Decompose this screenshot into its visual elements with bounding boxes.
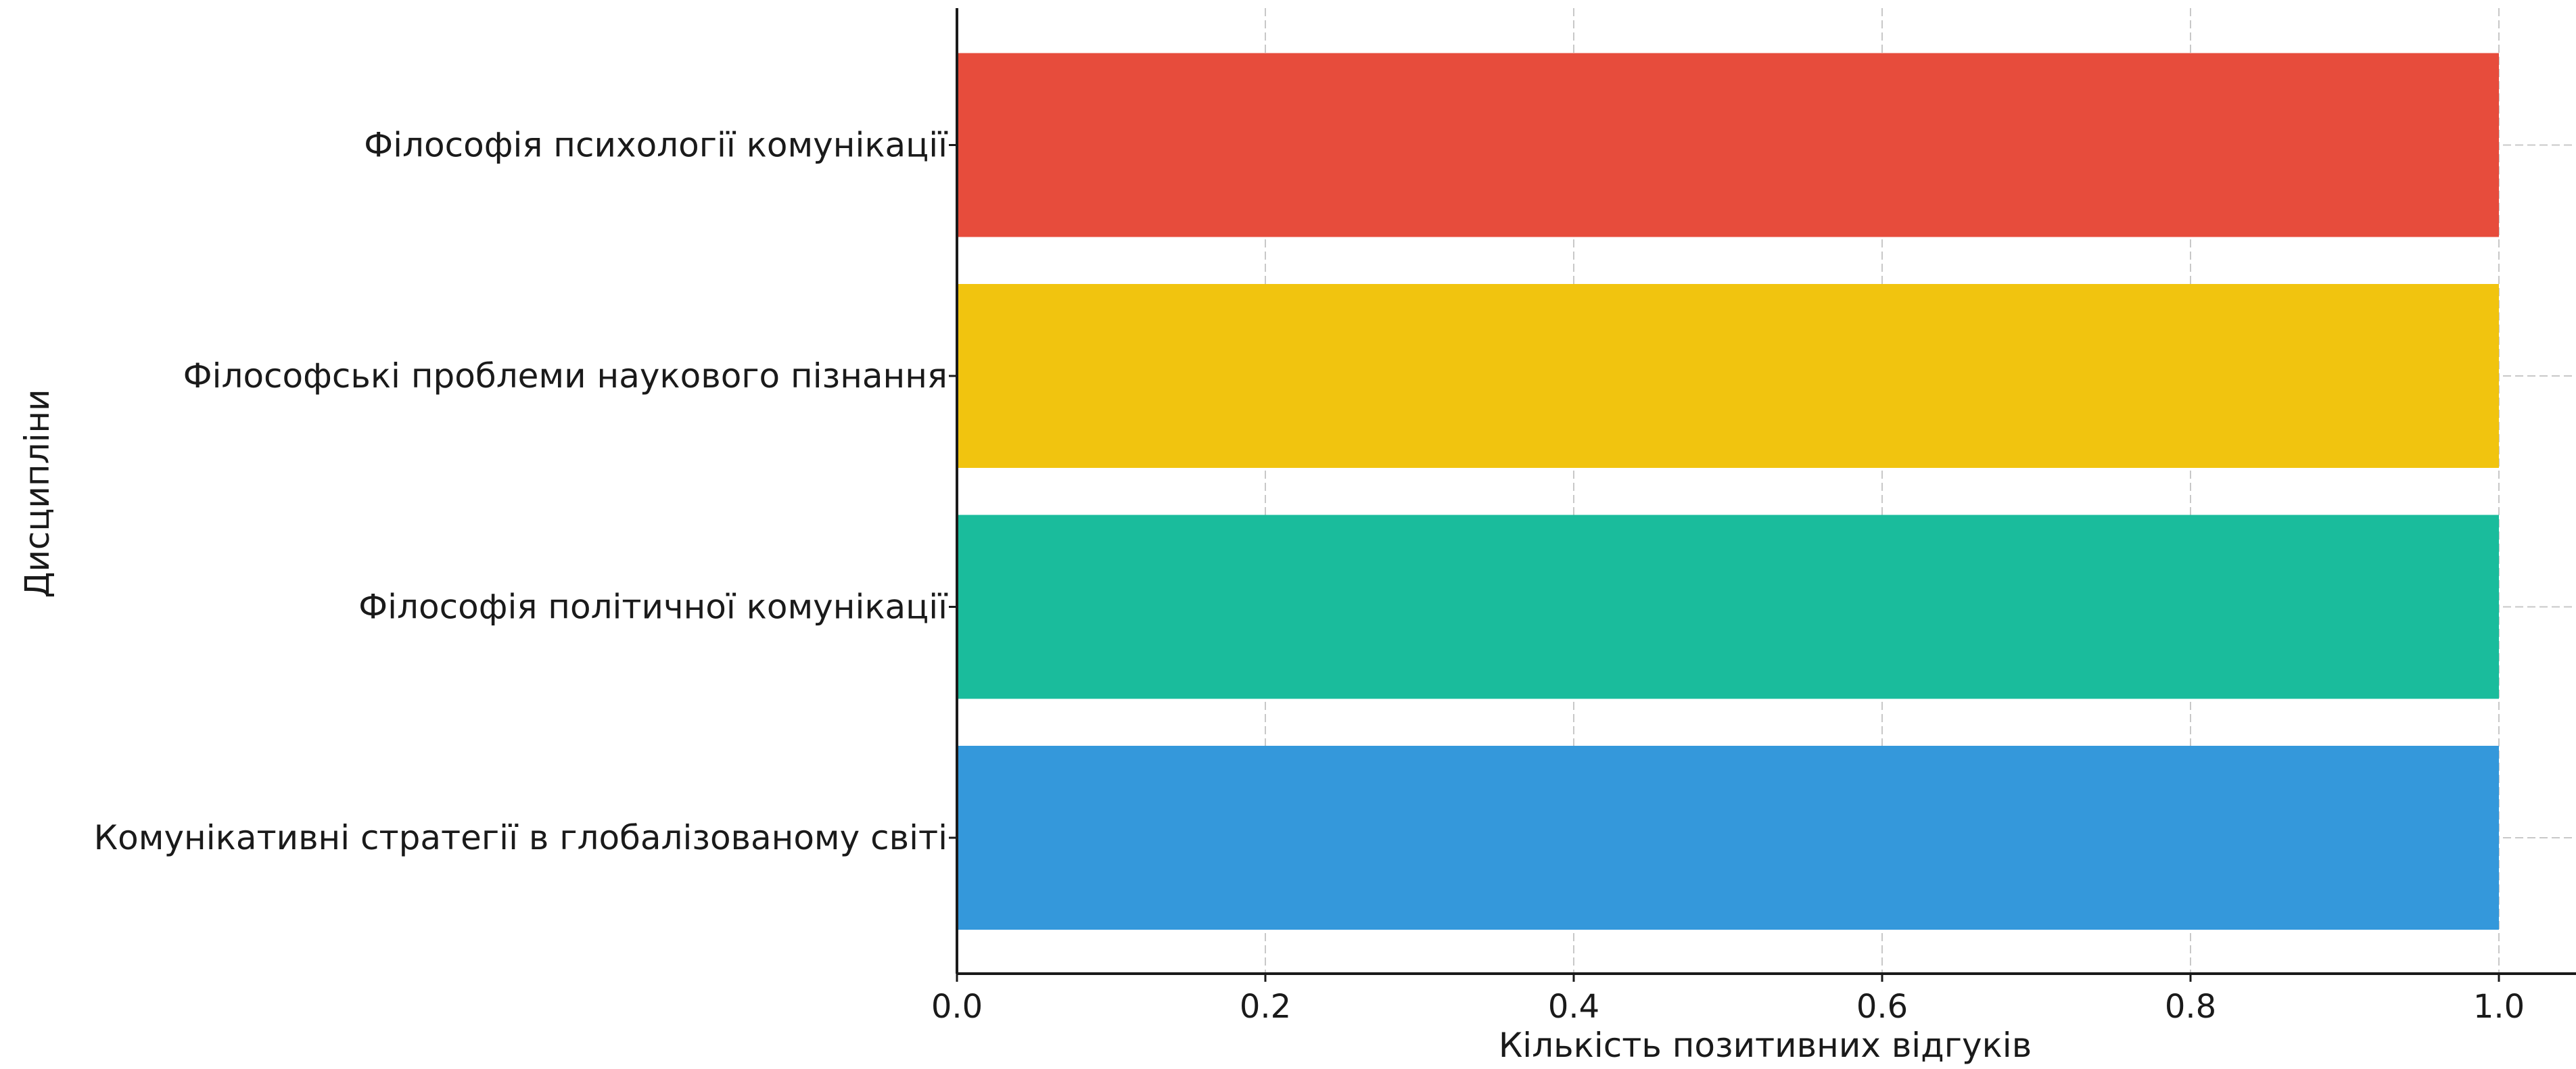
x-tick-label: 1.0: [2473, 988, 2525, 1026]
x-ticks: 0.0 0.2 0.4 0.6 0.8 1.0: [931, 974, 2525, 1026]
x-tick-label: 0.6: [1856, 988, 1908, 1026]
x-tick-label: 0.8: [2165, 988, 2216, 1026]
x-tick-label: 0.2: [1240, 988, 1291, 1026]
axes: [956, 8, 2576, 975]
y-category-label: Філософські проблеми наукового пізнання: [183, 356, 947, 396]
y-category-label: Філософія політичної комунікації: [358, 588, 948, 627]
bar: [957, 284, 2499, 468]
y-category-labels: Комунікативні стратегії в глобалізованом…: [94, 126, 957, 857]
bar: [957, 53, 2499, 237]
x-tick-label: 0.4: [1548, 988, 1599, 1026]
y-axis-title: Дисципліни: [18, 389, 57, 598]
x-tick-label: 0.0: [931, 988, 983, 1026]
y-category-label: Комунікативні стратегії в глобалізованом…: [94, 818, 947, 857]
bars: [957, 53, 2499, 930]
x-axis-title: Кількість позитивних відгуків: [1499, 1026, 2032, 1065]
bar: [957, 515, 2499, 699]
bar: [957, 746, 2499, 930]
y-category-label: Філософія психології комунікації: [364, 126, 948, 165]
